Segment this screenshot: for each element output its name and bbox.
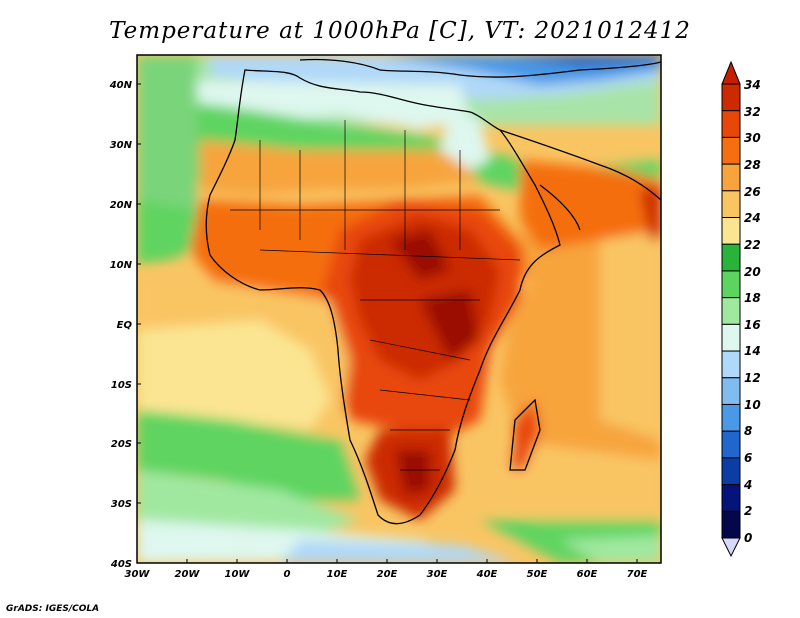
- lat-label: 40N: [109, 80, 133, 91]
- colorbar-label: 14: [744, 344, 761, 358]
- colorbar-label: 24: [744, 211, 761, 225]
- lon-label: 20W: [175, 569, 201, 580]
- colorbar-label: 34: [744, 78, 761, 92]
- colorbar-swatch: [721, 83, 741, 112]
- lon-label: 10W: [225, 569, 251, 580]
- map-frame: [136, 54, 662, 564]
- lon-label: 50E: [527, 569, 548, 580]
- lat-label: 30S: [111, 499, 132, 510]
- lon-label: 40E: [476, 569, 498, 580]
- colorbar-boxes: [721, 83, 741, 539]
- grads-credit: GrADS: IGES/COLA: [6, 604, 100, 614]
- colorbar-swatch: [721, 297, 741, 325]
- latitude-labels: 40N 30N 20N 10N EQ 10S 20S 30S 40S: [109, 80, 133, 570]
- colorbar-swatch: [721, 136, 741, 165]
- colorbar-over-triangle: [721, 60, 741, 85]
- lat-label: 10S: [111, 380, 132, 391]
- colorbar-label: 2: [744, 504, 752, 518]
- colorbar-label: 8: [744, 424, 752, 438]
- colorbar-under-triangle: [721, 537, 741, 558]
- colorbar-label: 12: [744, 371, 761, 385]
- lon-label: 60E: [577, 569, 598, 580]
- lat-label: EQ: [117, 320, 133, 331]
- coastline: [205, 58, 661, 525]
- colorbar-label: 18: [744, 291, 761, 305]
- colorbar-swatch: [721, 217, 741, 245]
- colorbar: 34 32 30 28 26 24 22 20 18 16 14 12 10 8…: [721, 60, 761, 558]
- colorbar-swatch: [721, 270, 741, 299]
- colorbar-swatch: [721, 110, 741, 138]
- colorbar-swatch: [721, 323, 741, 352]
- axis-ticks: [137, 83, 638, 563]
- longitude-labels: 30W 20W 10W 0 10E 20E 30E 40E 50E 60E 70…: [125, 569, 648, 580]
- colorbar-label: 26: [744, 185, 761, 199]
- colorbar-swatch: [721, 350, 741, 379]
- lon-label: 70E: [627, 569, 648, 580]
- colorbar-swatch: [721, 377, 741, 405]
- lon-label: 30W: [125, 569, 151, 580]
- lat-label: 20N: [110, 200, 133, 211]
- lat-label: 20S: [111, 439, 132, 450]
- lat-label: 30N: [110, 140, 133, 151]
- lat-label: 40S: [110, 559, 132, 570]
- country-borders: [230, 120, 521, 471]
- lon-label: 10E: [327, 569, 348, 580]
- lon-label: 20E: [377, 569, 398, 580]
- colorbar-swatch: [721, 430, 741, 459]
- lat-label: 10N: [110, 260, 133, 271]
- chart-title: Temperature at 1000hPa [C], VT: 20210124…: [109, 18, 691, 44]
- lon-label: 30E: [427, 569, 448, 580]
- colorbar-swatch: [721, 510, 741, 539]
- temperature-field: [137, 55, 661, 563]
- colorbar-swatch: [721, 457, 741, 486]
- colorbar-swatch: [721, 163, 741, 192]
- colorbar-swatch: [721, 403, 741, 432]
- colorbar-swatch: [721, 190, 741, 219]
- colorbar-label: 30: [744, 131, 761, 145]
- colorbar-label: 10: [744, 398, 761, 412]
- colorbar-swatch: [721, 243, 741, 272]
- colorbar-label: 16: [744, 318, 761, 332]
- lon-label: 0: [284, 569, 291, 580]
- colorbar-label: 0: [744, 531, 752, 545]
- colorbar-label: 4: [743, 478, 752, 492]
- colorbar-label: 28: [744, 158, 761, 172]
- colorbar-swatch: [721, 484, 741, 512]
- colorbar-label: 22: [744, 238, 761, 252]
- colorbar-label: 20: [744, 265, 761, 279]
- colorbar-labels: 34 32 30 28 26 24 22 20 18 16 14 12 10 8…: [743, 78, 761, 545]
- colorbar-label: 6: [744, 451, 752, 465]
- colorbar-label: 32: [744, 105, 761, 119]
